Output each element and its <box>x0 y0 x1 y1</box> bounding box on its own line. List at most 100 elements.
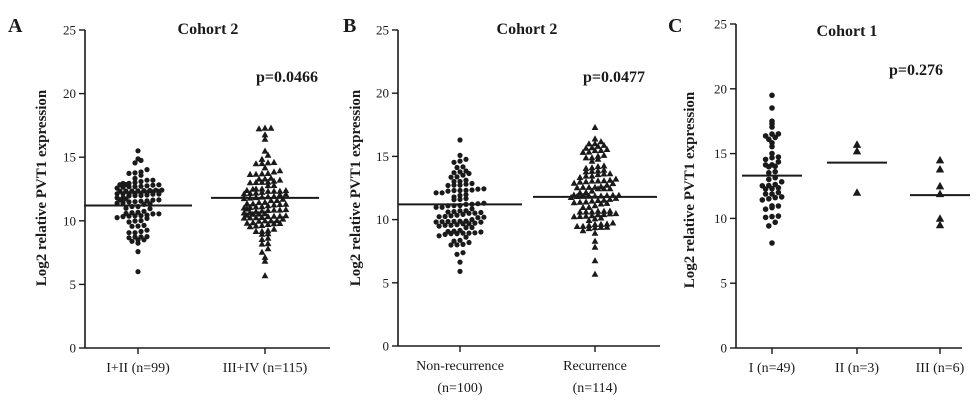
panel-b-data-point <box>600 166 608 173</box>
panel-b-data-point <box>576 208 584 215</box>
panel-a-data-point <box>159 187 165 193</box>
panel-c-pvalue: p=0.276 <box>889 62 943 79</box>
panel-b-data-point <box>451 238 457 244</box>
panel-a-y-tick-label: 15 <box>63 150 76 165</box>
panel-b-data-point <box>475 186 481 192</box>
panel-b-data-point <box>612 210 620 217</box>
panel-b-data-point <box>585 183 593 190</box>
panel-a-data-point <box>135 148 141 154</box>
panel-b-data-point <box>445 228 451 235</box>
panel-b-data-point <box>460 172 466 178</box>
panel-b-data-point <box>591 243 599 250</box>
panel-a-data-point <box>282 212 290 219</box>
panel-b-data-point <box>606 176 614 183</box>
panel-b-data-point <box>576 173 584 180</box>
panel-c-y-tick-label: 15 <box>714 146 727 161</box>
panel-b-data-point <box>442 213 448 220</box>
panel-a-data-point <box>264 234 272 241</box>
panel-b-pvalue: p=0.0477 <box>583 69 645 86</box>
panel-a-y-axis-label: Log2 relative PVT1 expression <box>34 89 50 286</box>
panel-a-data-point <box>141 222 147 228</box>
panel-b-data-point <box>612 175 620 182</box>
panel-b-data-point <box>579 148 587 155</box>
panel-b-data-point <box>582 154 590 161</box>
panel-a-data-point <box>264 178 272 185</box>
panel-c-data-point <box>769 150 775 157</box>
panel-a-data-point <box>156 211 162 217</box>
panel-b-data-point <box>609 219 617 226</box>
panel-c-data-point <box>766 170 772 176</box>
panel-a-data-point <box>267 217 275 224</box>
panel-c-data-point <box>769 92 775 99</box>
panel-a-data-point <box>255 175 263 182</box>
panel-b-y-tick-label: 10 <box>376 212 389 227</box>
panel-a-data-point <box>123 205 129 211</box>
panel-c-data-point <box>769 203 775 209</box>
panel-b-data-point <box>594 163 602 170</box>
panel-c-data-point <box>935 155 945 164</box>
panel-b-data-point <box>457 182 463 188</box>
panel-a-data-point <box>132 160 138 166</box>
panel-a-y-tick-label: 10 <box>63 213 76 228</box>
panel-b-data-point <box>573 184 581 191</box>
panel-c-data-point <box>852 140 862 148</box>
panel-b-data-point <box>469 206 475 212</box>
panel-b-data-point <box>460 211 466 217</box>
panel-b-data-point <box>433 219 439 225</box>
panel-a-data-point <box>246 223 254 230</box>
panel-c-x-tick-label: I (n=49) <box>749 361 796 376</box>
panel-a-data-point <box>258 240 266 247</box>
panel-a: A Cohort 2 Log2 relative PVT1 expression… <box>8 15 330 376</box>
panel-a-data-point <box>150 182 156 188</box>
panel-b-data-point <box>454 242 460 248</box>
panel-b-data-point <box>451 209 457 215</box>
panel-a-data-point <box>135 156 141 162</box>
panel-b-data-point <box>588 154 596 161</box>
panel-b-data-point <box>463 168 469 174</box>
panel-a-data-point <box>147 187 153 194</box>
panel-a-data-point <box>270 158 278 165</box>
panel-a-data-point <box>282 190 290 197</box>
panel-a-data-point <box>129 188 135 194</box>
panel-b-data-point <box>463 208 469 214</box>
panel-b: B Cohort 2 Log2 relative PVT1 expression… <box>343 15 660 396</box>
panel-b-data-point <box>597 214 605 221</box>
panel-a-data-point <box>258 248 266 255</box>
panel-b-data-point <box>457 208 463 214</box>
panel-c-data-point <box>769 154 775 161</box>
panel-b-data-point <box>585 225 593 232</box>
panel-c-data-point <box>772 219 778 226</box>
panel-a-data-point <box>258 170 266 177</box>
panel-a-data-point <box>144 183 150 189</box>
panel-a-data-point <box>129 238 135 244</box>
panel-a-pvalue: p=0.0466 <box>256 69 318 86</box>
panel-a-data-point <box>249 210 257 217</box>
panel-c-data-point <box>775 159 782 165</box>
panel-b-data-point <box>433 204 439 210</box>
panel-b-data-point <box>591 135 599 142</box>
panel-b-data-point <box>457 227 463 233</box>
panel-a-data-point <box>144 198 150 204</box>
panel-b-data-point <box>579 183 587 190</box>
panel-b-data-point <box>457 237 463 243</box>
panel-c-data-point <box>935 220 945 229</box>
panel-b-data-point <box>576 178 584 185</box>
panel-b-data-point <box>463 218 469 224</box>
panel-b-letter: B <box>343 15 356 37</box>
panel-b-data-point <box>585 140 593 147</box>
panel-a-data-point <box>258 178 266 185</box>
panel-b-data-point <box>585 148 593 155</box>
panel-c-data-point <box>769 118 775 124</box>
panel-a-data-point <box>270 187 278 194</box>
panel-b-data-point <box>436 214 442 220</box>
panel-a-data-point <box>153 187 159 193</box>
panel-b-data-point <box>588 157 596 164</box>
panel-a-data-point <box>129 223 135 229</box>
panel-a-data-point <box>282 187 290 194</box>
panel-a-data-point <box>258 160 266 167</box>
panel-b-data-point <box>469 180 475 187</box>
panel-a-data-point <box>150 197 156 203</box>
panel-c-data-point <box>769 213 775 220</box>
panel-b-data-point <box>451 187 457 194</box>
